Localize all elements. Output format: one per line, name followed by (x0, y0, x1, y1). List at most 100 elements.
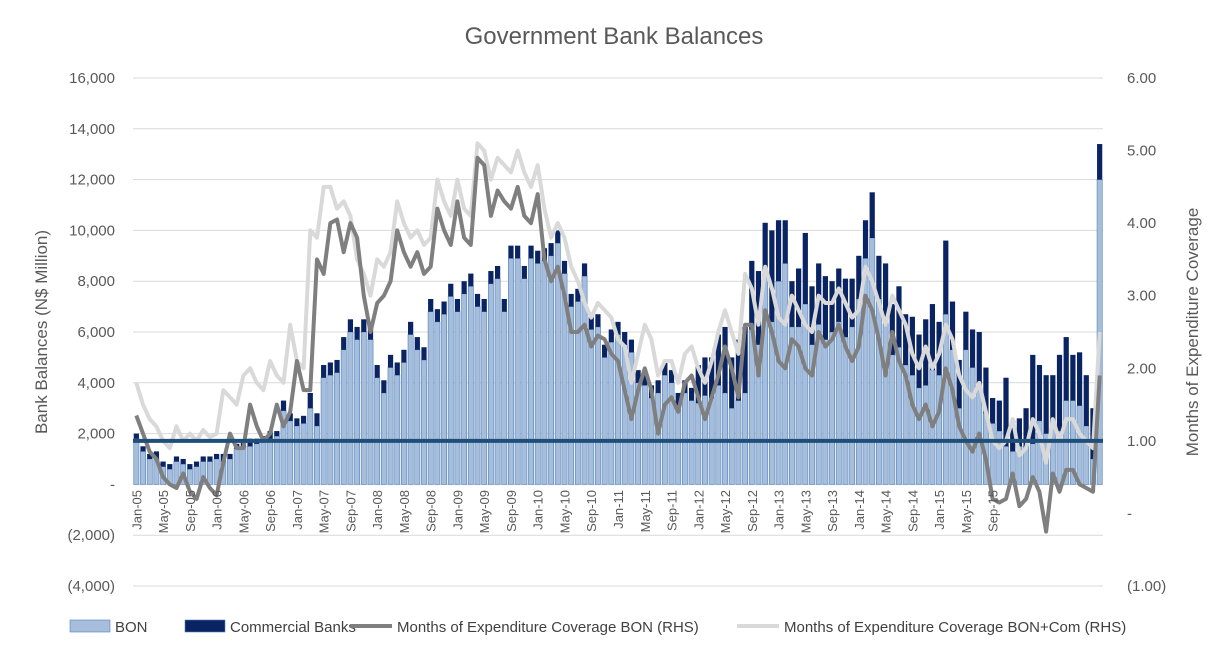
bon-bar (421, 359, 427, 485)
bon-bar (447, 296, 454, 485)
bon-bar (1003, 445, 1009, 485)
commercial-banks-bar (896, 286, 902, 348)
bon-bar (200, 461, 207, 485)
commercial-banks-bar (274, 431, 280, 437)
x-tick-label: May-12 (718, 490, 733, 533)
x-tick-label: Sep-15 (986, 490, 1001, 532)
y-tick-label: 2,000 (77, 426, 115, 443)
commercial-banks-bar (969, 329, 976, 368)
commercial-banks-bar (956, 359, 962, 409)
bon-bar (962, 349, 969, 485)
bon-bar (320, 377, 327, 485)
commercial-banks-bar (214, 453, 220, 459)
x-axis-ticks: Jan-05 May-05 Sep-05 Jan-06 May-06 Sep-06 Jan-… (129, 490, 1000, 533)
y-tick-label: 12,000 (69, 172, 115, 189)
bon-bar (608, 341, 615, 485)
commercial-banks-bar (876, 255, 882, 299)
commercial-banks-bar (428, 298, 434, 312)
commercial-banks-bar (528, 245, 534, 259)
legend-label: Months of Expenditure Coverage BON+Com (… (784, 619, 1126, 636)
commercial-banks-bar (829, 281, 835, 332)
bon-bar (728, 407, 735, 485)
left-axis-title: Bank Balances (N$ Million) (32, 230, 51, 434)
commercial-banks-bar (515, 245, 521, 259)
commercial-banks-bar (1076, 352, 1083, 406)
commercial-banks-bar (173, 456, 180, 462)
commercial-banks-bar (461, 281, 467, 294)
bon-bar (835, 321, 842, 485)
coverage-bon-line (134, 155, 1102, 534)
commercial-banks-bar (535, 250, 541, 264)
x-tick-label: Sep-13 (825, 490, 840, 532)
commercial-banks-bar (575, 288, 581, 302)
bon-bar (695, 402, 702, 485)
commercial-banks-bar (414, 337, 420, 350)
bon-bar (307, 407, 314, 485)
commercial-banks-bar (615, 321, 621, 335)
bon-bar (441, 313, 447, 485)
bon-bar (287, 420, 294, 485)
bon-bar (354, 339, 361, 485)
bon-bar (681, 392, 688, 485)
x-tick-label: Jan-14 (852, 490, 867, 530)
bon-bar (327, 374, 334, 485)
commercial-banks-bar (602, 344, 608, 358)
y2-tick-label: 3.00 (1127, 288, 1156, 305)
legend-swatch (184, 619, 226, 633)
y2-tick-label: 5.00 (1127, 143, 1156, 160)
x-tick-label: Sep-11 (665, 490, 680, 531)
bon-bar (842, 336, 849, 485)
bon-bar (862, 258, 869, 485)
commercial-banks-bar (1016, 418, 1022, 447)
legend-label: Months of Expenditure Coverage BON (RHS) (397, 619, 699, 636)
bon-bar (401, 362, 407, 485)
commercial-banks-bar (715, 334, 721, 386)
bon-bar (641, 385, 648, 485)
commercial-banks-bar (943, 240, 949, 315)
x-tick-label: Sep-08 (424, 490, 439, 532)
left-axis-ticks: (4,000) (2,000) - 2,000 4,000 6,000 8,000 10,00… (67, 70, 115, 595)
commercial-banks-bar (1003, 377, 1009, 447)
commercial-banks-bar (990, 398, 996, 424)
y2-tick-label: 4.00 (1127, 215, 1156, 232)
bon-bar (293, 425, 300, 485)
commercial-banks-bar (481, 298, 487, 312)
y-tick-label: 6,000 (77, 324, 115, 341)
bon-bar (260, 440, 267, 485)
commercial-banks-bar (635, 370, 641, 383)
bon-bar (434, 321, 441, 485)
commercial-banks-bar (187, 464, 193, 470)
y-tick-label: (4,000) (67, 578, 115, 595)
x-tick-label: Jan-09 (450, 490, 465, 530)
y2-tick-label: - (1127, 505, 1132, 522)
commercial-banks-bar (655, 380, 661, 393)
commercial-banks-bar (474, 293, 481, 307)
commercial-banks-bar (916, 334, 922, 388)
commercial-banks-bar (1043, 375, 1049, 434)
commercial-banks-bar (729, 357, 735, 409)
bon-bar (454, 311, 461, 485)
x-tick-label: Jan-11 (611, 490, 626, 529)
commercial-banks-bar (735, 339, 742, 401)
y2-tick-label: (1.00) (1127, 578, 1166, 595)
x-tick-label: May-14 (879, 490, 894, 533)
commercial-banks-bar (949, 301, 956, 350)
commercial-banks-bar (314, 413, 320, 426)
bon-bar (1076, 405, 1083, 485)
commercial-banks-bar (1023, 408, 1029, 447)
commercial-banks-bar (294, 418, 300, 426)
commercial-banks-bar (642, 372, 648, 386)
bon-bar (922, 385, 929, 485)
x-tick-label: May-15 (959, 490, 974, 533)
commercial-banks-bar (140, 446, 146, 452)
commercial-banks-bar (381, 380, 387, 393)
commercial-banks-bar (595, 314, 601, 327)
x-tick-label: Jan-12 (691, 490, 706, 530)
commercial-banks-bar (555, 230, 561, 244)
x-tick-label: May-08 (397, 490, 412, 533)
commercial-banks-bar (1030, 354, 1036, 444)
bon-bar (394, 374, 401, 485)
x-tick-label: Jan-05 (129, 490, 144, 530)
bon-bar (822, 339, 829, 485)
bon-bar (521, 278, 528, 485)
